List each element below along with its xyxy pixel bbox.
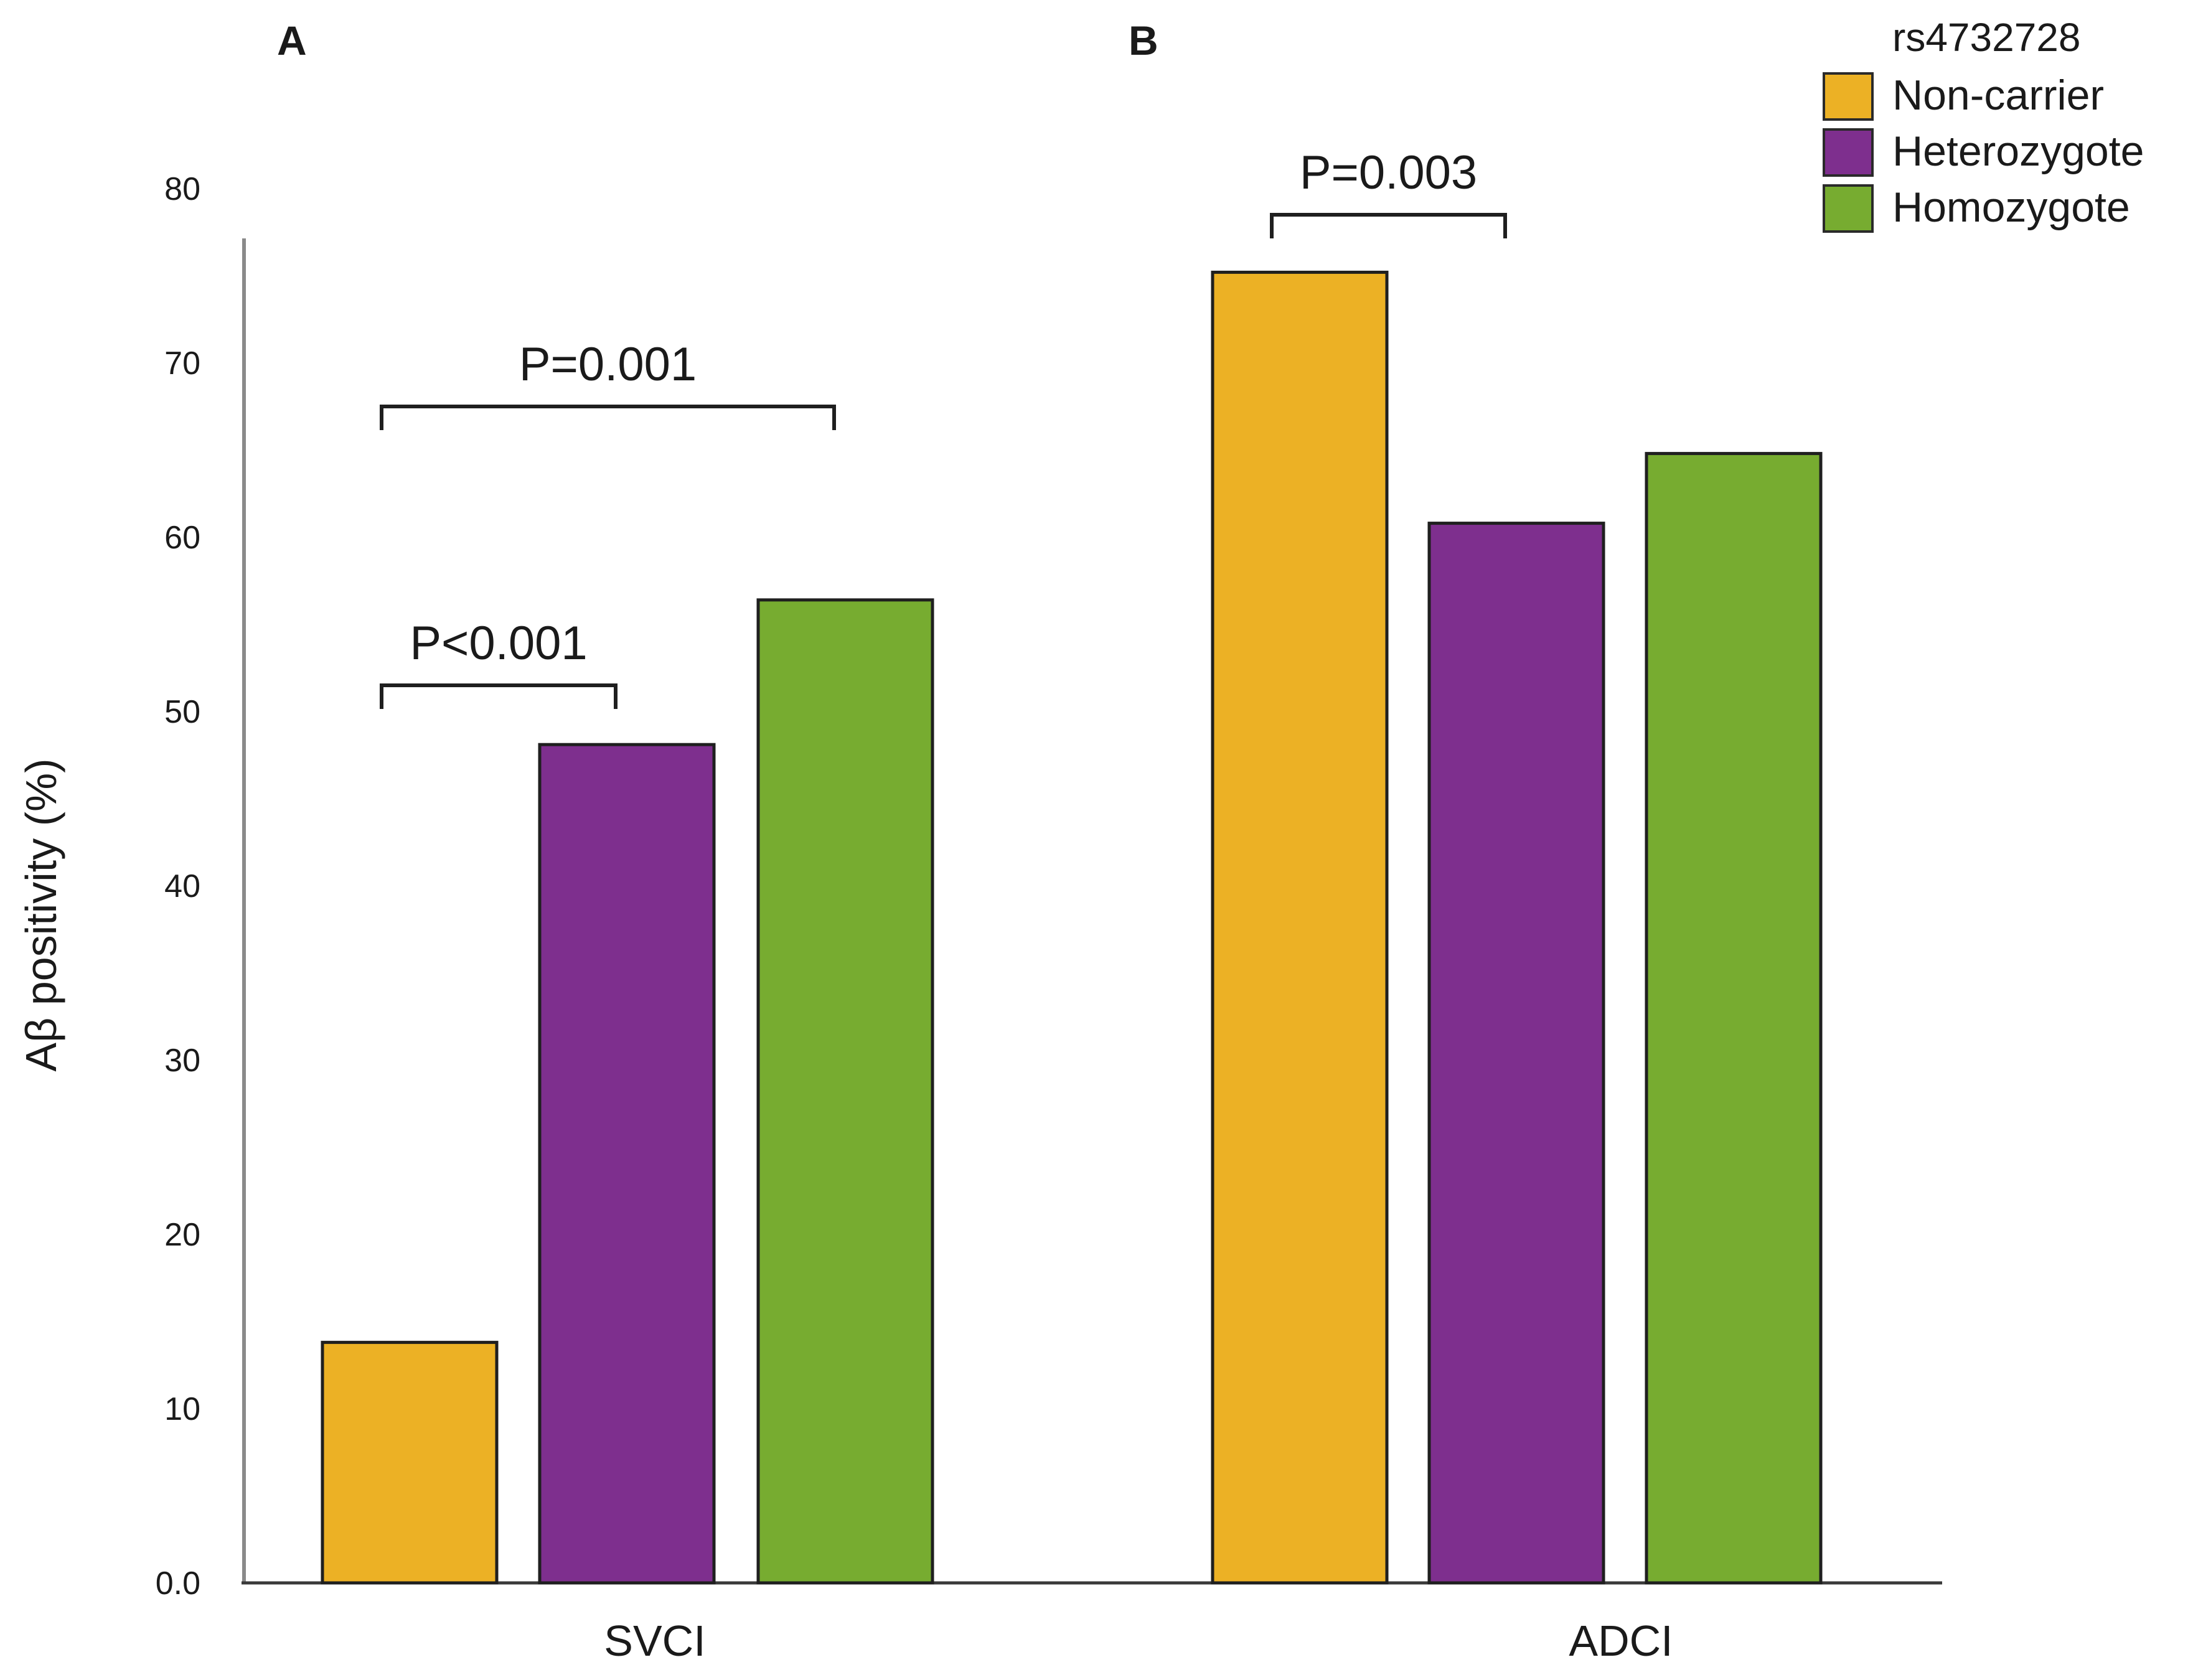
- bar-adci-heterozygote: [1427, 522, 1605, 1585]
- bar-svci-non-carrier: [321, 1341, 499, 1585]
- category-label-adci: ADCI: [1569, 1617, 1673, 1665]
- bar-svci-homozygote: [756, 598, 934, 1585]
- legend-title: rs4732728: [1892, 15, 2080, 60]
- legend-swatch-heterozygote: [1823, 128, 1874, 177]
- y-tick-label-5: 50: [164, 694, 200, 730]
- legend-label-homozygote: Homozygote: [1892, 184, 2130, 231]
- y-tick-label-0: 0.0: [156, 1565, 200, 1602]
- y-tick-label-8: 80: [164, 171, 200, 207]
- p-value-label-1: P=0.001: [519, 338, 697, 391]
- y-tick-label-3: 30: [164, 1043, 200, 1079]
- y-tick-label-7: 70: [164, 345, 200, 382]
- significance-bracket-1: [380, 405, 836, 430]
- bar-adci-homozygote: [1645, 452, 1823, 1585]
- legend-swatch-non-carrier: [1823, 72, 1874, 121]
- bar-svci-heterozygote: [538, 743, 716, 1585]
- legend: rs4732728 Non-carrier Heterozygote Homoz…: [1823, 15, 2144, 233]
- bar-adci-non-carrier: [1211, 270, 1389, 1585]
- y-tick-label-4: 40: [164, 868, 200, 904]
- significance-bracket-0: [380, 683, 618, 709]
- legend-label-heterozygote: Heterozygote: [1892, 128, 2144, 175]
- y-tick-label-6: 60: [164, 520, 200, 556]
- y-tick-label-2: 20: [164, 1217, 200, 1253]
- panel-label-a: A: [277, 17, 307, 63]
- y-tick-label-1: 10: [164, 1391, 200, 1427]
- p-value-label-2: P=0.003: [1300, 146, 1477, 199]
- legend-label-non-carrier: Non-carrier: [1892, 72, 2104, 119]
- panel-label-b: B: [1129, 17, 1158, 63]
- y-axis-label: Aβ positivity (%): [17, 758, 65, 1071]
- category-label-svci: SVCI: [604, 1617, 705, 1665]
- p-value-label-0: P<0.001: [410, 617, 587, 670]
- legend-swatch-homozygote: [1823, 184, 1874, 233]
- significance-bracket-2: [1270, 213, 1507, 238]
